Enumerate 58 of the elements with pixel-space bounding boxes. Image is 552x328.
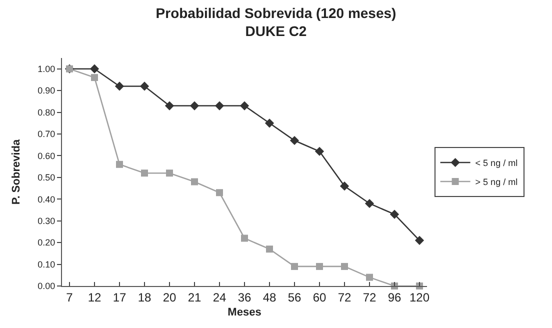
point [140,82,150,91]
point [141,170,148,177]
x-tick-label: 36 [238,290,252,304]
y-tick-label: 0.50 [38,172,56,183]
point [316,262,323,270]
x-tick-label: 56 [288,290,302,304]
point [116,160,123,168]
x-axis-title: Meses [228,306,262,319]
y-tick-label: 0.60 [38,150,56,161]
point [241,234,248,242]
y-axis-title: P. Sobrevida [10,138,22,205]
y-tick-label: 0.40 [38,194,56,204]
y-tick-label: 0.20 [38,238,56,248]
x-tick-label: 60 [312,290,326,304]
point [240,101,250,110]
point [91,74,98,82]
point [214,101,224,110]
chart-subtitle: DUKE C2 [245,23,307,40]
x-tick-label: 21 [188,290,202,304]
point [366,274,373,281]
point [314,146,324,156]
point [414,236,424,245]
point [266,246,273,253]
x-tick-label: 72 [338,290,352,304]
chart-title: Probabilidad Sobrevida (120 meses) [156,5,396,22]
point [264,118,274,128]
point [341,262,348,270]
x-tick-label: 96 [388,290,402,304]
y-tick-label: 0.80 [38,107,56,118]
x-tick-label: 120 [409,290,430,304]
x-tick-label: 7 [66,290,74,304]
point [191,178,198,186]
point [364,198,374,208]
x-tick-label: 20 [162,290,176,304]
point [291,262,298,270]
point [190,101,200,110]
y-tick-label: 0.10 [38,259,56,270]
point [216,189,223,196]
point [166,170,173,177]
x-tick-label: 72 [362,290,376,304]
point [290,136,300,146]
point [164,101,174,110]
legend-label: > 5 ng / ml [475,177,518,188]
legend-label: < 5 ng / ml [475,158,518,168]
point [340,182,350,191]
x-tick-label: 12 [88,290,102,304]
x-tick-label: 48 [262,290,276,304]
x-tick-label: 24 [212,290,226,304]
x-tick-label: 18 [138,290,152,304]
y-tick-label: 0.30 [38,216,56,226]
y-tick-label: 0.00 [38,281,56,292]
point [90,64,100,74]
x-tick-label: 17 [112,290,126,304]
point [114,82,124,91]
y-tick-label: 0.70 [38,129,56,140]
point [390,210,400,219]
y-tick-label: 0.90 [38,86,56,96]
y-tick-label: 1.00 [38,64,56,74]
